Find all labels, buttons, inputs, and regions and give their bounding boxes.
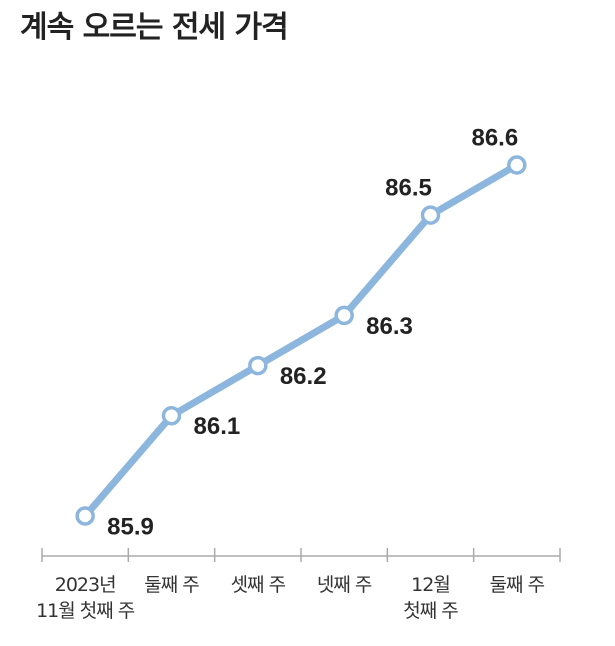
- x-tick-label: 넷째 주: [316, 574, 372, 596]
- point: [334, 305, 354, 326]
- x-tick-label: 둘째 주: [489, 574, 545, 596]
- x-tick-label: 둘째 주: [144, 574, 199, 596]
- point: [420, 205, 441, 225]
- point: [161, 405, 182, 426]
- x-tick-label: 12월 첫째 주: [403, 574, 458, 622]
- chart-title: 계속 오르는 전세 가격: [20, 10, 289, 45]
- value-label: 85.9: [107, 513, 154, 540]
- line: [82, 161, 519, 519]
- value-label: 86.1: [194, 413, 241, 440]
- point: [248, 355, 268, 376]
- value-label: 86.6: [471, 124, 518, 151]
- value-label: 86.3: [366, 313, 413, 340]
- x-tick-label: 2023년 11월 첫째 주: [36, 574, 135, 622]
- value-label: 86.2: [280, 363, 327, 390]
- value-label: 86.5: [385, 174, 432, 201]
- point: [75, 506, 95, 526]
- x-tick-label: 셋째 주: [230, 574, 286, 596]
- point: [507, 155, 527, 175]
